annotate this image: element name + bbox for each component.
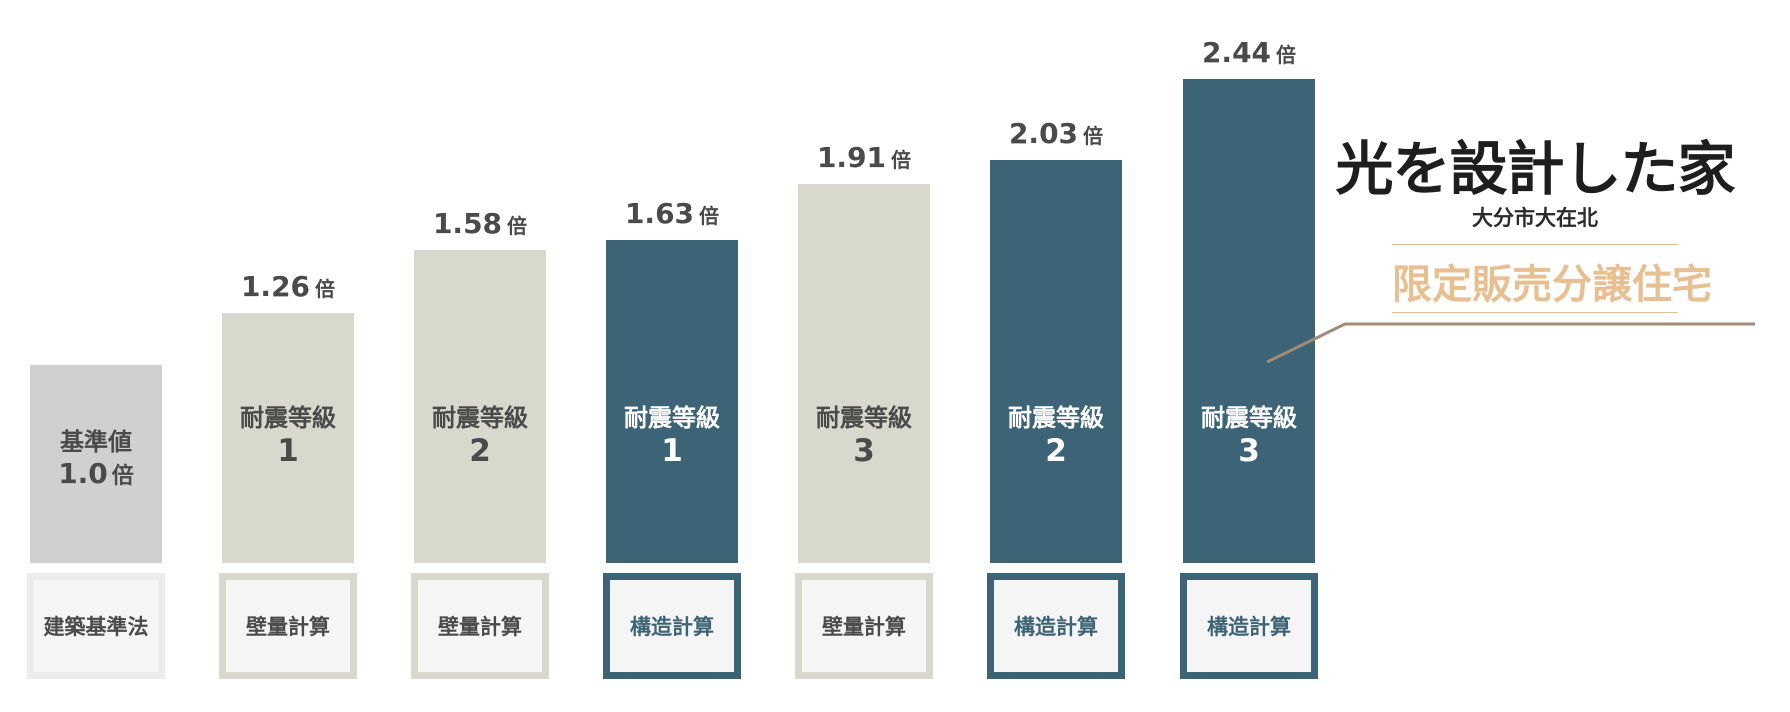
value-label: 2.44 倍 [1149, 36, 1349, 69]
bar-label: 耐震等級 1 [222, 404, 354, 470]
value-label: 1.58 倍 [380, 207, 580, 240]
value-unit: 倍 [507, 213, 528, 238]
bar-label: 耐震等級 2 [990, 404, 1122, 470]
grade-number: 1 [277, 432, 299, 469]
bar [798, 184, 930, 563]
brand-location: 大分市大在北 [1472, 206, 1598, 230]
bar [222, 313, 354, 563]
method-label: 壁量計算 [246, 615, 330, 639]
brand-title: 光を設計した家 [1335, 135, 1735, 203]
grade-text: 耐震等級 [624, 404, 720, 432]
method-box: 壁量計算 [219, 573, 357, 679]
bar [1183, 79, 1315, 563]
bar-label: 耐震等級 2 [414, 404, 546, 470]
bar-label: 耐震等級 3 [1183, 404, 1315, 470]
value-label: 1.63 倍 [572, 197, 772, 230]
value-number: 2.03 [1008, 117, 1079, 151]
value-unit: 倍 [1083, 124, 1104, 149]
method-label: 壁量計算 [438, 615, 522, 639]
grade-number: 3 [1238, 432, 1260, 469]
grade-text: 耐震等級 [240, 404, 336, 432]
method-box: 構造計算 [987, 573, 1125, 679]
value-unit: 倍 [891, 148, 912, 173]
method-label: 構造計算 [1207, 615, 1291, 639]
method-label: 建築基準法 [43, 615, 149, 639]
grade-number: 2 [1045, 432, 1067, 469]
bar-label: 耐震等級 1 [606, 404, 738, 470]
grade-text: 耐震等級 [1008, 404, 1104, 432]
grade-number: 1.0 倍 [58, 456, 134, 490]
bar [30, 364, 162, 563]
value-number: 1.91 [816, 141, 887, 175]
method-label: 壁量計算 [822, 615, 906, 639]
brand-tagline: 限定販売分譲住宅 [1392, 262, 1712, 308]
grade-number: 2 [469, 432, 491, 469]
value-unit: 倍 [699, 203, 720, 228]
value-unit: 倍 [1276, 43, 1297, 67]
value-unit: 倍 [315, 277, 336, 302]
value-label: 2.03 倍 [956, 117, 1156, 150]
method-box: 壁量計算 [795, 573, 933, 679]
method-label: 構造計算 [1014, 615, 1098, 639]
value-number: 1.63 [624, 196, 695, 230]
bar [990, 160, 1122, 563]
value-number: 2.44 [1201, 36, 1272, 69]
method-box: 建築基準法 [27, 573, 165, 679]
value-number: 1.26 [240, 270, 311, 304]
method-box: 構造計算 [1180, 573, 1318, 679]
bar-label: 基準値 1.0 倍 [30, 428, 162, 490]
bar-label: 耐震等級 3 [798, 404, 930, 470]
method-box: 壁量計算 [411, 573, 549, 679]
value-label: 1.26 倍 [188, 270, 388, 303]
grade-text: 耐震等級 [432, 404, 528, 432]
brand-rule-top [1392, 244, 1678, 245]
grade-number: 1 [661, 432, 683, 469]
method-box: 構造計算 [603, 573, 741, 679]
grade-text: 耐震等級 [816, 404, 912, 432]
bar [414, 249, 546, 563]
bar [606, 239, 738, 563]
grade-text: 耐震等級 [1201, 404, 1297, 432]
value-unit: 倍 [111, 463, 134, 489]
grade-text: 基準値 [60, 428, 132, 456]
value-number: 1.58 [432, 206, 503, 240]
brand-rule-bottom [1392, 312, 1678, 313]
method-label: 構造計算 [630, 615, 714, 639]
value-label: 1.91 倍 [764, 141, 964, 174]
grade-number: 3 [853, 432, 875, 469]
